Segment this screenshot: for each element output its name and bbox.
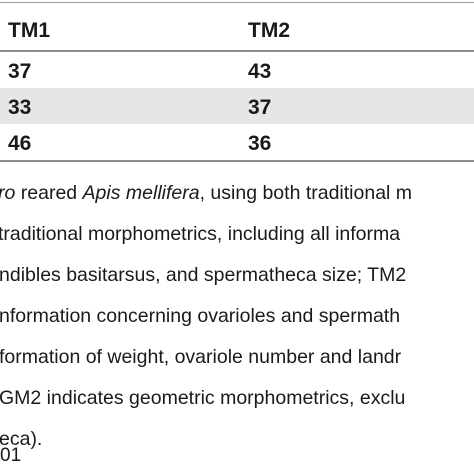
table-bottom-rule xyxy=(0,160,474,162)
table-header-row: TM1 TM2 xyxy=(0,3,474,50)
caption-line: formation of weight, ovariole number and… xyxy=(0,346,402,368)
caption-species-name: Apis mellifera xyxy=(82,182,200,204)
table-cell: 37 xyxy=(8,60,32,83)
caption-line: ro reared Apis mellifera, using both tra… xyxy=(0,182,413,204)
caption-italic-fragment: ro xyxy=(0,182,16,204)
caption-line: nformation concerning ovarioles and sper… xyxy=(0,305,401,327)
caption-text-fragment: reared xyxy=(15,182,83,204)
caption-line: ndibles basitarsus, and spermatheca size… xyxy=(0,264,407,286)
caption-line: eca). xyxy=(0,428,43,450)
caption-line: traditional morphometrics, including all… xyxy=(0,223,401,245)
table-cell: 37 xyxy=(248,96,272,119)
table-top-rule xyxy=(0,2,474,3)
table-cell: 36 xyxy=(248,132,272,155)
doi-fragment: 01 xyxy=(0,445,22,466)
table-row: 37 43 xyxy=(0,52,474,88)
table-header-rule xyxy=(0,50,474,52)
table-row: 46 36 xyxy=(0,124,474,160)
table-cell: 46 xyxy=(8,132,32,155)
caption-text-fragment: , using both traditional m xyxy=(199,182,413,204)
table-row: 33 37 xyxy=(0,88,474,124)
header-cell-tm2: TM2 xyxy=(248,19,290,42)
caption-line: GM2 indicates geometric morphometrics, e… xyxy=(0,387,406,409)
table-cell: 43 xyxy=(248,60,272,83)
table-cell: 33 xyxy=(8,96,32,119)
header-cell-tm1: TM1 xyxy=(8,19,50,42)
